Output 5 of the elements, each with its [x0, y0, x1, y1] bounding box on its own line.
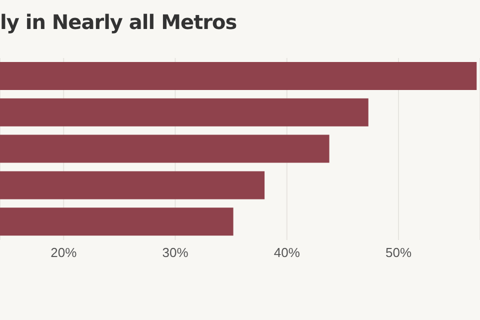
x-tick-label: 30% — [162, 245, 189, 260]
x-tick-label: 20% — [50, 245, 78, 260]
x-tick-label: 40% — [274, 245, 300, 260]
x-tick-label: 50% — [385, 245, 412, 260]
chart-title: ly in Nearly all Metros — [0, 10, 237, 34]
